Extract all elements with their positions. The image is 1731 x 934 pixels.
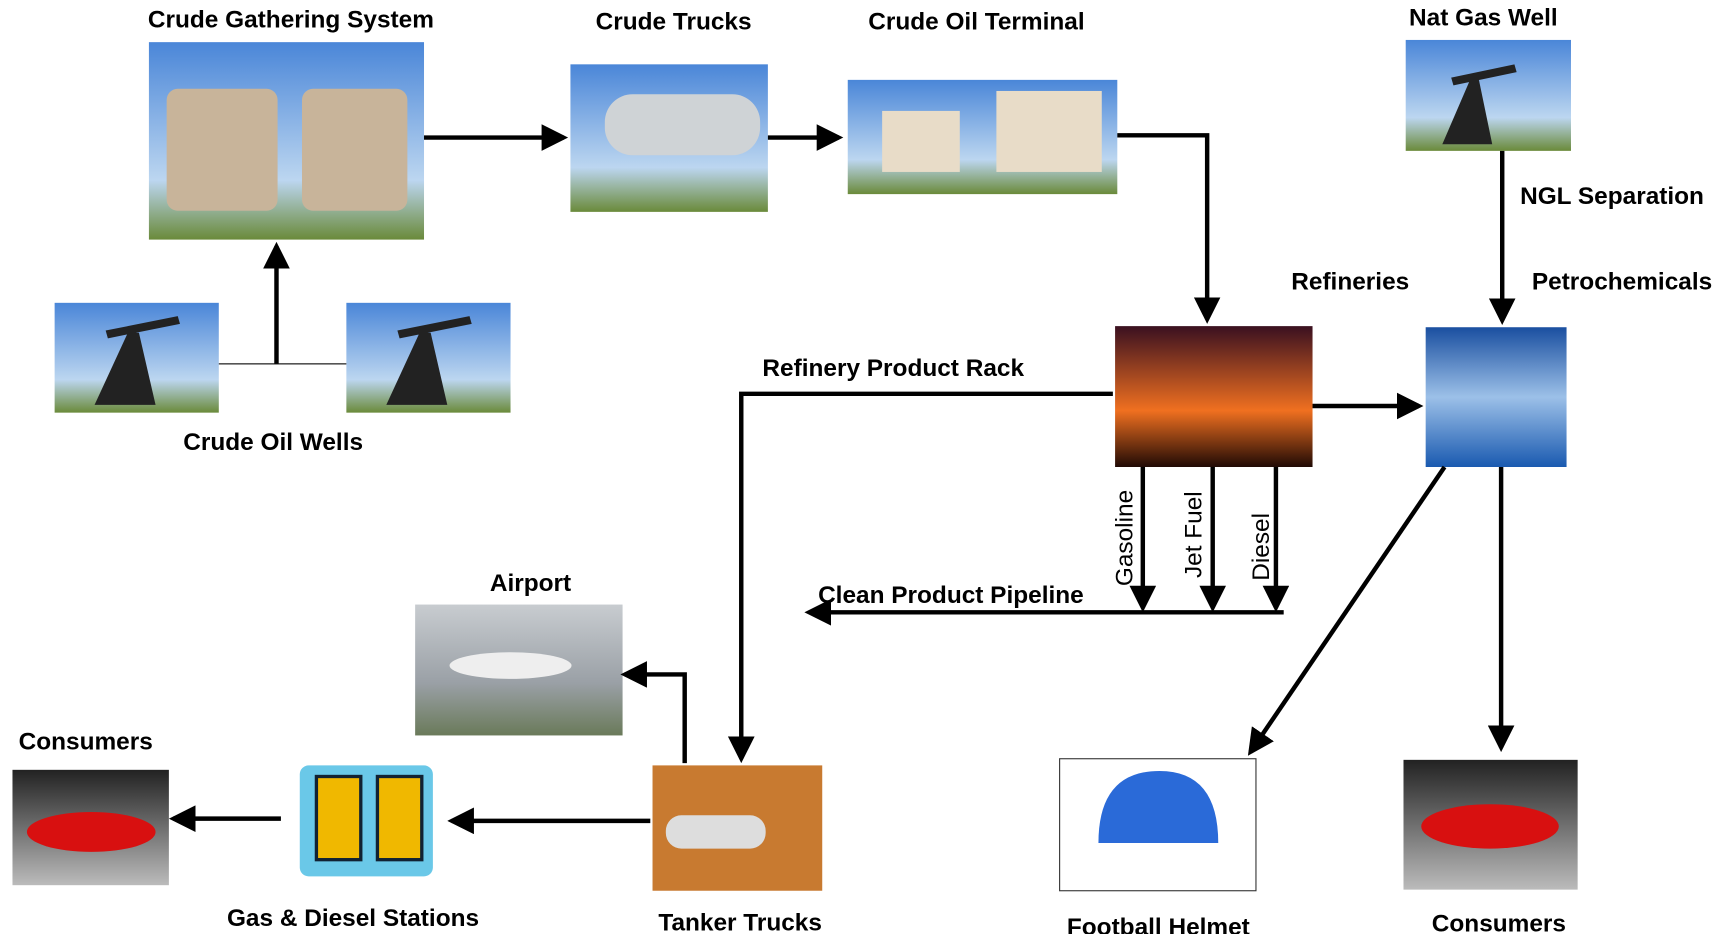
tanker-trailer (665, 815, 766, 849)
arrow (1247, 465, 1447, 756)
label: Refinery Product Rack (762, 355, 1024, 382)
car (1421, 804, 1559, 849)
refinery-image (1115, 326, 1313, 467)
helmet (1098, 770, 1219, 844)
petrochem-image (1425, 327, 1567, 467)
pumpjack (1442, 64, 1517, 145)
label: Crude Trucks (596, 9, 752, 36)
label: Jet Fuel (1180, 491, 1207, 578)
label: NGL Separation (1520, 183, 1704, 210)
label: Diesel (1248, 513, 1275, 581)
label: Football Helmet (1067, 914, 1250, 934)
tank-trailer (604, 94, 761, 156)
label: Consumers (1432, 911, 1566, 934)
arrow (727, 391, 1113, 764)
label: Crude Oil Wells (183, 429, 363, 456)
label: Airport (490, 570, 571, 597)
label: Tanker Trucks (658, 909, 822, 934)
label: Refineries (1291, 268, 1409, 295)
label: Crude Gathering System (148, 7, 434, 34)
pumpjack (94, 316, 180, 405)
label: Crude Oil Terminal (868, 9, 1084, 36)
pump (375, 774, 424, 862)
pump (314, 774, 363, 862)
tank (301, 88, 408, 211)
pumpjack (386, 316, 472, 405)
car (26, 811, 156, 852)
tank (996, 90, 1102, 172)
connectors (168, 124, 1516, 835)
pumpjacks (94, 64, 1517, 405)
label: Gas & Diesel Stations (227, 905, 479, 932)
label: Consumers (19, 729, 153, 756)
plane (449, 652, 572, 679)
images (12, 39, 1578, 892)
label: Petrochemicals (1532, 268, 1712, 295)
label: Nat Gas Well (1409, 4, 1558, 31)
tank (166, 88, 278, 211)
tank (882, 110, 960, 172)
label: Clean Product Pipeline (818, 582, 1084, 609)
arrow (1117, 133, 1221, 324)
arrow (620, 661, 687, 764)
label: Gasoline (1112, 490, 1139, 586)
